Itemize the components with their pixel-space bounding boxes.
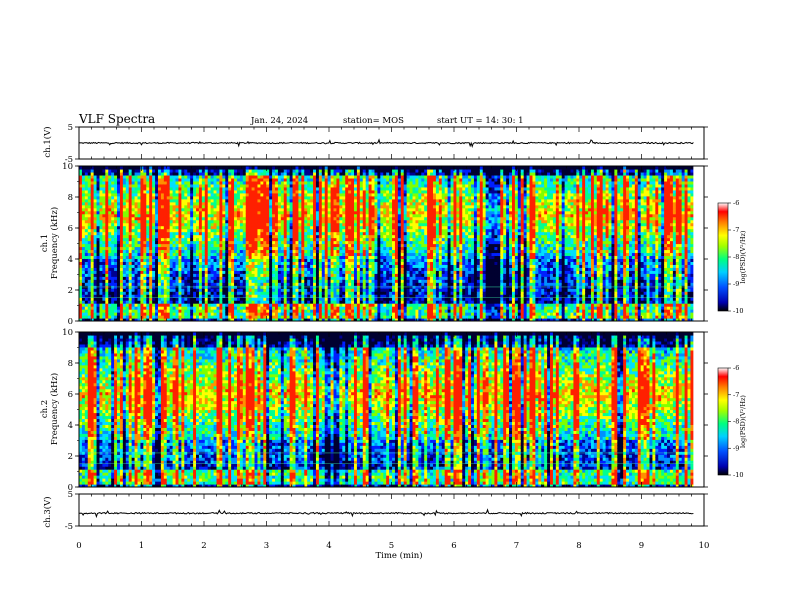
colorbar-tick-label: -9 bbox=[733, 444, 739, 452]
start-time-label: start UT = 14: 30: 1 bbox=[437, 116, 524, 126]
y-tick-label: 0 bbox=[68, 483, 73, 493]
x-tick-label: 0 bbox=[76, 541, 81, 551]
ch2-spectrogram-panel: 0 2 4 6 8 10 bbox=[62, 328, 708, 493]
colorbar-tick-label: -8 bbox=[733, 418, 739, 426]
colorbar-tick-label: -10 bbox=[733, 471, 743, 479]
colorbar-scale bbox=[717, 202, 729, 312]
y-tick-label: 6 bbox=[68, 224, 73, 234]
x-tick-label: 2 bbox=[201, 541, 206, 551]
y-tick-label: -5 bbox=[65, 522, 73, 532]
colorbar-tick-label: -6 bbox=[733, 364, 739, 372]
ch1-spectrogram-ylabel-frequency: Frequency (kHz) bbox=[49, 207, 60, 279]
colorbar-tick-label: -7 bbox=[733, 226, 739, 234]
colorbar-tick-label: -7 bbox=[733, 391, 739, 399]
x-tick-label: 4 bbox=[326, 541, 331, 551]
station-label: station= MOS bbox=[343, 116, 404, 126]
ch1-spectrogram-panel: 0 2 4 6 8 10 bbox=[62, 162, 708, 327]
y-tick-label: 4 bbox=[68, 255, 73, 265]
figure-title: VLF Spectra bbox=[78, 112, 155, 126]
colorbar-tick-label: -8 bbox=[733, 253, 739, 261]
x-tick-label: 9 bbox=[639, 541, 644, 551]
ch1-colorbar: -6 -7 -8 -9 -10 log(PSD)(V²/Hz) bbox=[717, 199, 747, 315]
x-tick-label: 3 bbox=[264, 541, 269, 551]
waveform-trace bbox=[78, 508, 694, 519]
colorbar-tick-label: -10 bbox=[733, 307, 743, 315]
y-tick-label: 5 bbox=[68, 490, 73, 500]
ch2-colorbar: -6 -7 -8 -9 -10 log(PSD)(V²/Hz) bbox=[717, 364, 747, 479]
x-tick-label: 7 bbox=[514, 541, 519, 551]
x-tick-label: 8 bbox=[576, 541, 581, 551]
x-axis-tick-labels: 0 1 2 3 4 5 6 7 8 9 10 bbox=[76, 541, 709, 551]
x-tick-label: 6 bbox=[451, 541, 456, 551]
y-tick-label: 4 bbox=[68, 421, 73, 431]
x-tick-label: 10 bbox=[699, 541, 710, 551]
x-tick-label: 5 bbox=[389, 541, 394, 551]
y-tick-label: 10 bbox=[62, 162, 73, 172]
ch1-spectrogram-ylabel-channel: ch.1 bbox=[40, 234, 50, 252]
y-tick-label: 5 bbox=[68, 123, 73, 133]
ch3-waveform-panel: 5 -5 bbox=[65, 490, 708, 532]
ch2-spectrogram-ylabel-channel: ch.2 bbox=[40, 400, 50, 418]
y-tick-label: -5 bbox=[65, 155, 73, 165]
colorbar-scale bbox=[717, 367, 729, 476]
colorbar-tick-label: -9 bbox=[733, 280, 739, 288]
ch1-waveform-ylabel: ch.1(V) bbox=[42, 126, 53, 157]
waveform-trace bbox=[78, 138, 694, 149]
y-tick-label: 2 bbox=[68, 452, 73, 462]
x-tick-label: 1 bbox=[139, 541, 144, 551]
date-label: Jan. 24, 2024 bbox=[250, 116, 308, 126]
panel-frame bbox=[78, 493, 705, 527]
colorbar-tick-label: -6 bbox=[733, 199, 739, 207]
colorbar-label: log(PSD)(V²/Hz) bbox=[739, 230, 747, 283]
ch1-waveform-panel: 5 -5 bbox=[65, 123, 708, 165]
y-tick-label: 8 bbox=[68, 193, 73, 203]
y-tick-label: 6 bbox=[68, 390, 73, 400]
y-tick-label: 10 bbox=[62, 328, 73, 338]
colorbar-label: log(PSD)(V²/Hz) bbox=[739, 395, 747, 448]
ch3-waveform-ylabel: ch.3(V) bbox=[42, 496, 53, 527]
y-tick-label: 8 bbox=[68, 359, 73, 369]
ch2-spectrogram-ylabel-frequency: Frequency (kHz) bbox=[49, 373, 60, 445]
y-tick-label: 2 bbox=[68, 286, 73, 296]
x-axis-label: Time (min) bbox=[375, 550, 422, 561]
y-tick-label: 0 bbox=[68, 317, 73, 327]
